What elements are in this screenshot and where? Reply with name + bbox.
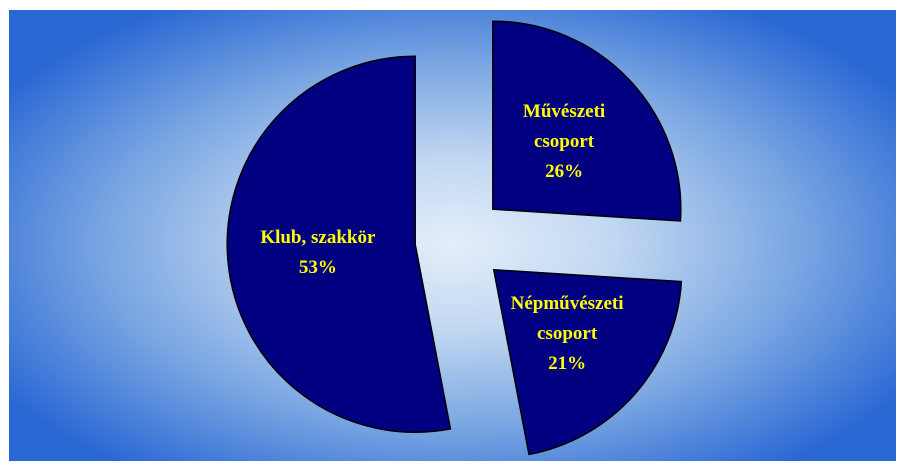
chart-area: Művészeti csoport 26% Népművészeti csoport… (9, 10, 896, 461)
slice-label: Klub, szakkör 53% (218, 223, 418, 283)
value-label: 26% (545, 161, 584, 183)
category-label: Klub, szakkör (260, 227, 376, 249)
value-label: 53% (298, 257, 337, 279)
category-label: Művészeti csoport (522, 101, 606, 153)
pie-slice (226, 55, 452, 433)
slice-label: Népművészeti csoport 21% (497, 289, 637, 379)
pie-slice (492, 20, 682, 222)
chart (226, 20, 683, 456)
value-label: 21% (548, 353, 587, 375)
slice-label: Művészeti csoport 26% (504, 97, 624, 187)
pie-slice (492, 268, 683, 456)
category-label: Népművészeti csoport (510, 293, 624, 345)
